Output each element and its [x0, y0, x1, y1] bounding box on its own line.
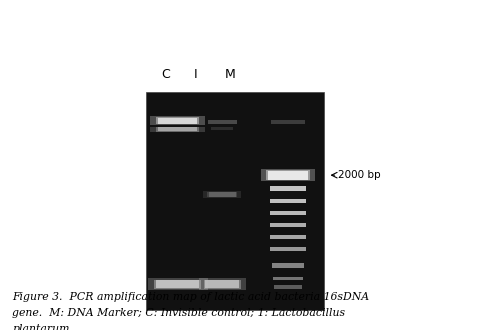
Bar: [207, 192, 237, 197]
Bar: [158, 127, 197, 131]
Bar: [261, 169, 315, 181]
Bar: [272, 263, 304, 268]
Bar: [273, 277, 303, 280]
Bar: [270, 248, 306, 251]
Text: C: C: [161, 68, 170, 81]
Bar: [270, 211, 306, 215]
Text: gene.  M: DNA Marker; C: Invisible control; 1: Lactobacillus: gene. M: DNA Marker; C: Invisible contro…: [12, 308, 345, 318]
Bar: [270, 186, 306, 191]
Bar: [211, 127, 233, 130]
Text: plantarum.: plantarum.: [12, 324, 73, 330]
Bar: [266, 170, 310, 180]
Text: Figure 3.  PCR amplification map of lactic acid bacteria 16sDNA: Figure 3. PCR amplification map of lacti…: [12, 292, 370, 302]
Bar: [208, 120, 237, 124]
Bar: [154, 280, 202, 289]
Bar: [150, 116, 205, 125]
Text: I: I: [193, 68, 197, 81]
Bar: [199, 278, 246, 290]
Text: 2000 bp: 2000 bp: [338, 170, 381, 180]
Bar: [208, 192, 236, 197]
Bar: [270, 199, 306, 204]
Bar: [156, 280, 199, 288]
Bar: [146, 92, 324, 310]
Bar: [156, 127, 199, 132]
Bar: [270, 235, 306, 239]
Bar: [156, 117, 199, 124]
Bar: [203, 191, 241, 198]
Bar: [204, 280, 241, 289]
Bar: [158, 118, 197, 124]
Bar: [268, 171, 308, 180]
Bar: [148, 278, 208, 290]
Bar: [270, 223, 306, 227]
Text: M: M: [224, 68, 235, 81]
Bar: [274, 285, 302, 289]
Bar: [206, 280, 239, 288]
Bar: [150, 127, 205, 132]
Bar: [271, 120, 305, 123]
